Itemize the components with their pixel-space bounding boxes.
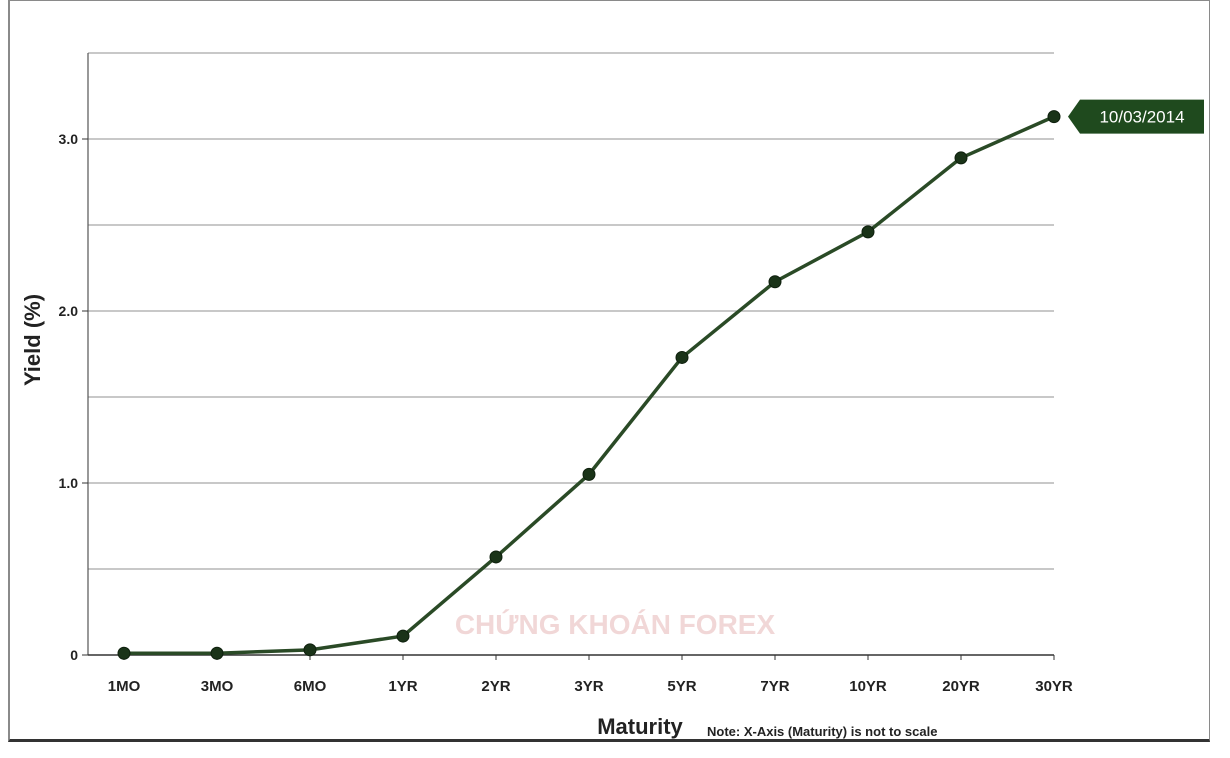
x-tick-label: 1YR xyxy=(388,678,417,695)
watermark-text: CHỨNG KHOÁN FOREX xyxy=(455,609,776,640)
x-tick-label: 1MO xyxy=(108,678,141,695)
data-point xyxy=(210,646,224,660)
data-point xyxy=(954,151,968,165)
x-tick-label: 2YR xyxy=(481,678,510,695)
data-point xyxy=(768,275,782,289)
y-tick-label: 2.0 xyxy=(59,303,79,319)
x-tick-label: 30YR xyxy=(1035,678,1073,695)
y-tick-label: 1.0 xyxy=(59,475,79,491)
x-tick-labels: 1MO 3MO 6MO 1YR 2YR 3YR 5YR 7YR 10YR 20YR 30YR xyxy=(108,678,1073,695)
x-tick-label: 3MO xyxy=(201,678,234,695)
data-point xyxy=(1047,110,1061,124)
x-axis-title: Maturity xyxy=(597,714,683,739)
data-point xyxy=(489,550,503,564)
grid-layer xyxy=(88,52,1054,570)
axis-note: Note: X-Axis (Maturity) is not to scale xyxy=(707,724,937,739)
data-point xyxy=(582,467,596,481)
data-point xyxy=(396,629,410,643)
x-tick-label: 10YR xyxy=(849,678,887,695)
x-tick-label: 5YR xyxy=(667,678,696,695)
x-tick-label: 6MO xyxy=(294,678,327,695)
end-label-text: 10/03/2014 xyxy=(1099,108,1184,127)
bottom-strip xyxy=(0,742,1230,758)
y-axis-title: Yield (%) xyxy=(20,294,45,386)
end-label-tag: 10/03/2014 xyxy=(1068,99,1204,134)
end-label-background xyxy=(1068,99,1204,134)
data-point xyxy=(861,225,875,239)
y-tick-label: 3.0 xyxy=(59,131,79,147)
y-tick-label: 0 xyxy=(70,647,78,663)
y-tick-labels: 0 1.0 2.0 3.0 xyxy=(59,131,79,663)
data-point xyxy=(675,350,689,364)
x-tick-label: 20YR xyxy=(942,678,980,695)
x-tick-label: 7YR xyxy=(760,678,789,695)
data-point xyxy=(117,646,131,660)
chart-frame xyxy=(8,0,1210,742)
series-layer xyxy=(117,110,1061,660)
data-point xyxy=(303,643,317,657)
yield-curve-line xyxy=(124,115,1055,656)
x-tick-label: 3YR xyxy=(574,678,603,695)
